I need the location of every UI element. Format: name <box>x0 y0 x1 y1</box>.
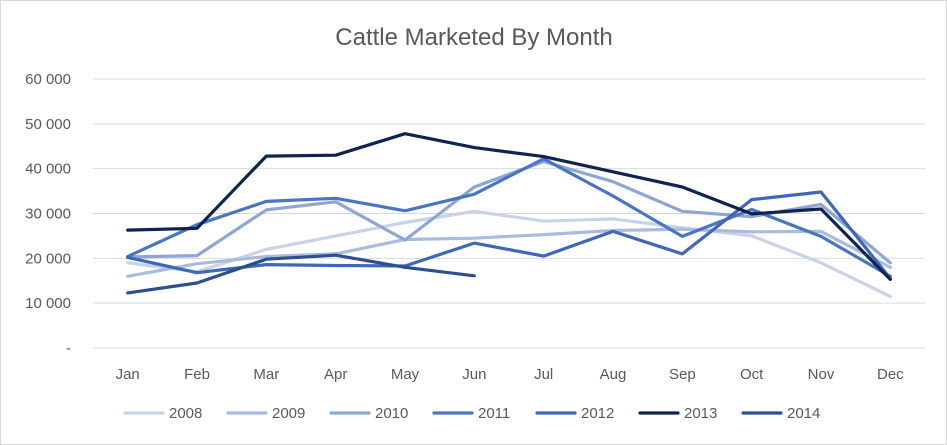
x-tick-label: Jan <box>116 366 140 383</box>
x-tick-label: Jun <box>462 366 486 383</box>
x-axis-ticks: Jan Feb Mar Apr May Jun Jul Aug Sep Oct Nov Dec <box>116 366 905 383</box>
y-tick-label: 50 000 <box>25 116 71 133</box>
legend: 2008 2009 2010 2011 2012 2013 2014 <box>123 405 820 422</box>
x-tick-label: Sep <box>669 366 696 383</box>
x-tick-label: Aug <box>600 366 627 383</box>
legend-label-2009: 2009 <box>272 405 305 422</box>
y-axis-ticks: - 10 000 20 000 30 000 40 000 50 000 60 000 <box>25 71 71 357</box>
x-tick-label: May <box>391 366 420 383</box>
legend-label-2014: 2014 <box>787 405 820 422</box>
x-tick-label: Oct <box>740 366 764 383</box>
series-line-2008 <box>126 209 892 298</box>
legend-label-2012: 2012 <box>581 405 614 422</box>
series-line-2013 <box>126 132 892 281</box>
y-tick-label: 20 000 <box>25 250 71 267</box>
x-tick-label: Nov <box>808 366 835 383</box>
gridlines <box>93 78 925 349</box>
legend-label-2011: 2011 <box>478 405 510 422</box>
y-tick-label: 60 000 <box>25 71 71 88</box>
legend-label-2008: 2008 <box>169 405 202 422</box>
legend-label-2013: 2013 <box>684 405 717 422</box>
y-tick-label: 30 000 <box>25 206 71 223</box>
x-tick-label: Apr <box>324 366 347 383</box>
x-tick-label: Jul <box>534 366 553 383</box>
chart-title: Cattle Marketed By Month <box>335 24 612 51</box>
series-line-2012 <box>126 190 892 281</box>
y-tick-label: 40 000 <box>25 161 71 178</box>
x-tick-label: Feb <box>184 366 210 383</box>
series-line-2014 <box>126 253 476 295</box>
y-tick-label: - <box>66 340 71 357</box>
y-tick-label: 10 000 <box>25 295 71 312</box>
x-tick-label: Dec <box>877 366 904 383</box>
series-lines <box>126 132 892 298</box>
legend-label-2010: 2010 <box>375 405 408 422</box>
x-tick-label: Mar <box>253 366 279 383</box>
series-line-2009 <box>126 227 892 278</box>
